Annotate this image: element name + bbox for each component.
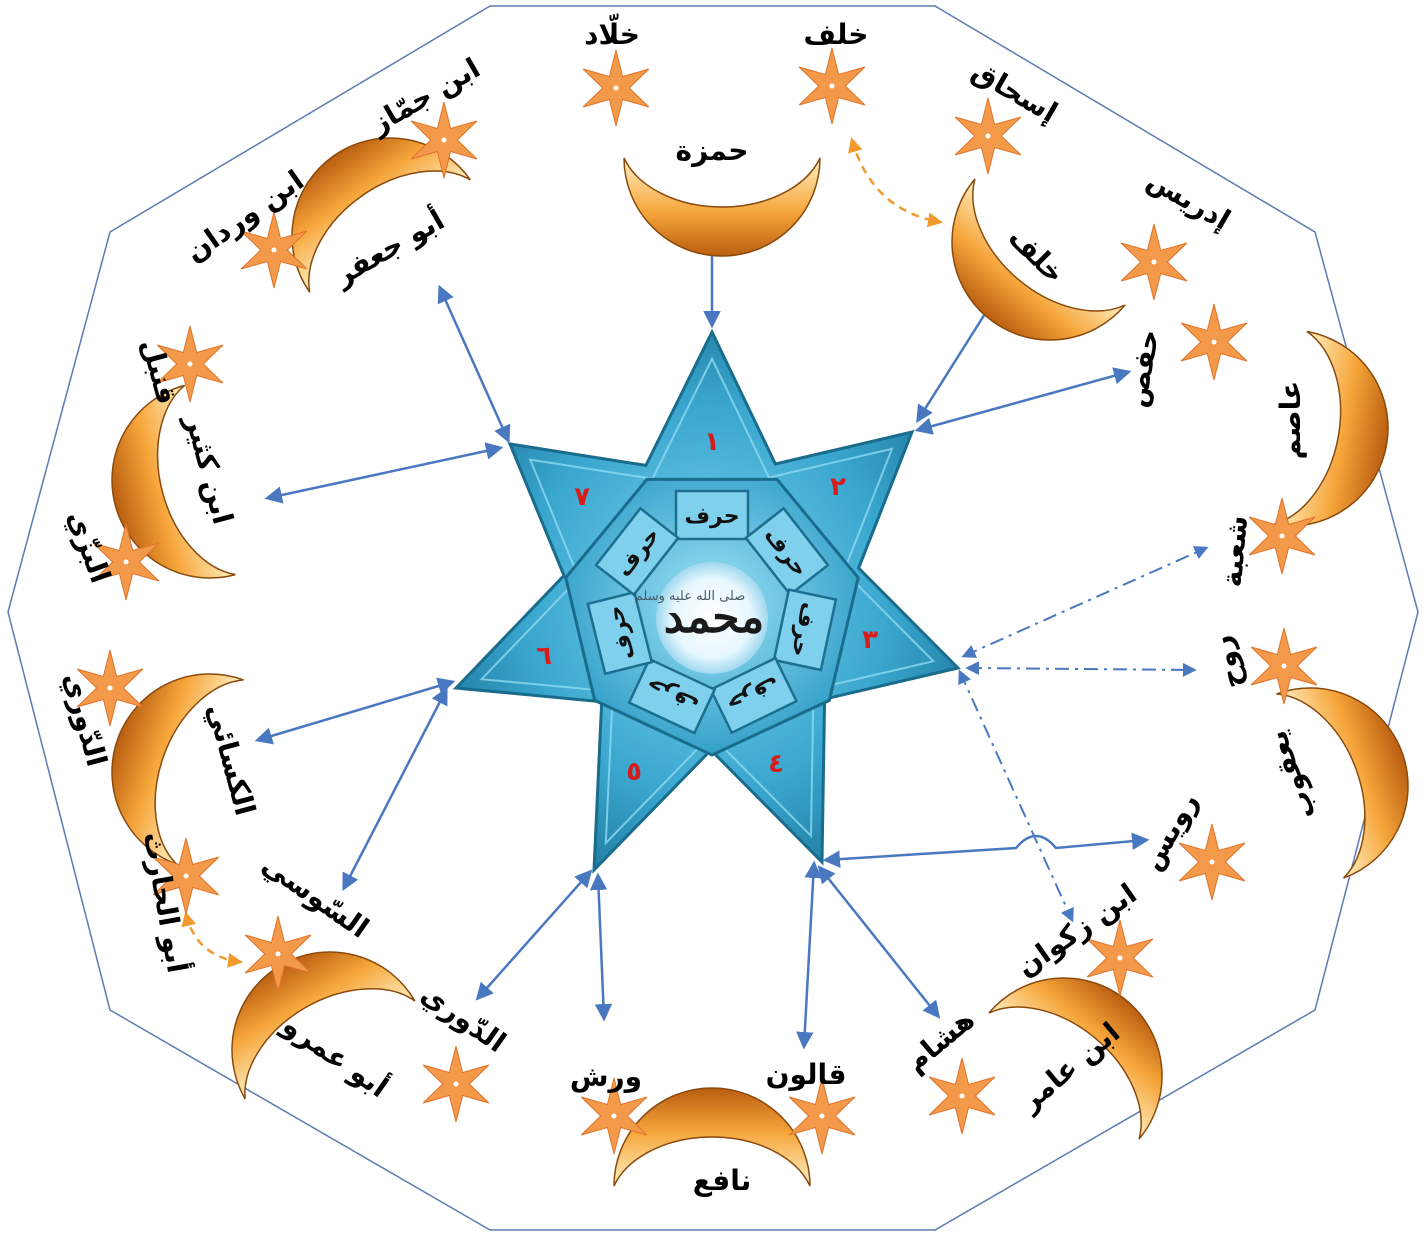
crescent <box>111 673 244 865</box>
connector-arrows <box>181 137 1209 1050</box>
reader-name: حمزة <box>676 134 749 167</box>
reader-name: ابن عامر <box>1012 1016 1126 1119</box>
crescent <box>291 137 471 293</box>
connector-arrow <box>589 872 613 1022</box>
narrator-star-center <box>107 685 113 691</box>
star-point-number: ٣ <box>862 625 878 655</box>
star-point-number: ١ <box>704 427 720 457</box>
orange-dashed-link <box>181 911 243 968</box>
narrator-star-center <box>613 85 619 91</box>
star-point-number: ٦ <box>536 641 552 671</box>
narrator-star-center <box>1279 533 1285 539</box>
reader-hamza: حمزة خلّاد خلف <box>582 13 869 257</box>
narrator-name: البزّي <box>61 506 118 587</box>
narrator-star-center <box>611 1113 617 1119</box>
connector-arrow <box>822 832 1150 868</box>
connector-arrow <box>264 442 504 504</box>
star-point-numbers: ١ ٢ ٣ ٤ ٥ ٦ ٧ <box>536 427 878 787</box>
reader-name: أبو عمرو <box>275 1005 395 1104</box>
connector-arrow <box>914 367 1132 435</box>
reader-nafi: نافع قالون ورش <box>570 1058 856 1197</box>
crescent <box>988 977 1163 1140</box>
harf-tab: حرف <box>627 657 717 735</box>
reader-name: نافع <box>693 1164 752 1197</box>
reader-name: يعقوب <box>1260 726 1323 824</box>
star-point-number: ٤ <box>768 749 784 779</box>
narrator-name: روح <box>1204 632 1250 692</box>
narrator-name: إدريس <box>1141 163 1236 238</box>
reader-name: ابن كثير <box>178 409 239 527</box>
narrator-star-center <box>985 133 991 139</box>
narrator-star-center <box>1211 339 1217 345</box>
crescent <box>1276 687 1409 879</box>
center-name: محمد <box>664 592 765 643</box>
narrator-star-center <box>1281 663 1287 669</box>
connector-arrow <box>796 860 822 1050</box>
star-point-number: ٥ <box>626 757 642 787</box>
narrator-name: شعبة <box>1215 514 1254 588</box>
narrator-name: هشام <box>899 1003 981 1079</box>
dashed-connector <box>958 669 1074 923</box>
narrator-name: خلّاد <box>584 13 640 51</box>
narrator-star-center <box>441 137 447 143</box>
connector-arrow <box>342 686 448 892</box>
narrator-name: حفص <box>1120 327 1166 410</box>
narrator-name: الدّوري <box>415 977 512 1059</box>
dashed-connector <box>961 546 1209 658</box>
reader-name: الكسائي <box>200 700 261 819</box>
reader-name: عاصم <box>1274 381 1307 460</box>
narrator-name: خلف <box>804 18 869 51</box>
center-medallion <box>656 562 768 674</box>
harf-tab: حرف <box>772 588 838 672</box>
connector-arrow <box>817 865 941 1019</box>
reader-name: أبو جعفر <box>326 202 450 294</box>
narrator-name: ورش <box>570 1060 642 1093</box>
crescent <box>111 384 236 579</box>
narrator-star-center <box>1117 955 1123 961</box>
connector-arrow <box>254 677 456 745</box>
reader-asim: عاصم حفص شعبة <box>1120 303 1389 588</box>
dashed-connector <box>965 661 1197 677</box>
narrator-star-center <box>183 873 189 879</box>
narrator-star-center <box>1209 859 1215 865</box>
narrator-star-center <box>829 83 835 89</box>
harf-tab: حرف <box>674 489 750 541</box>
narrator-name: قالون <box>766 1058 847 1091</box>
star-point-number: ٢ <box>830 472 846 502</box>
narrator-star-center <box>453 1081 459 1087</box>
narrator-name: قنبل <box>135 335 184 407</box>
crescent <box>613 1087 811 1187</box>
narrator-star-center <box>959 1093 965 1099</box>
narrator-star-center <box>123 559 129 565</box>
orange-dashed-link <box>848 137 943 228</box>
crescent <box>623 157 821 257</box>
crescent <box>1272 330 1389 527</box>
center-blessing: صلى الله عليه وسلم <box>635 589 746 604</box>
crescent <box>951 178 1126 341</box>
narrator-star-center <box>1151 259 1157 265</box>
outer-decagon <box>7 5 1419 1231</box>
connector-arrow <box>475 869 593 1001</box>
harf-tab: حرف <box>709 656 799 735</box>
narrator-star-center <box>187 361 193 367</box>
harf-tab: حرف <box>586 590 654 676</box>
narrator-star-center <box>271 247 277 253</box>
connector-arrow <box>437 284 511 444</box>
star-point-number: ٧ <box>574 482 590 512</box>
harf-label: حرف <box>684 504 739 529</box>
narrator-name: رويس <box>1135 787 1205 876</box>
narrator-star-center <box>819 1113 825 1119</box>
narrator-star-center <box>275 951 281 957</box>
